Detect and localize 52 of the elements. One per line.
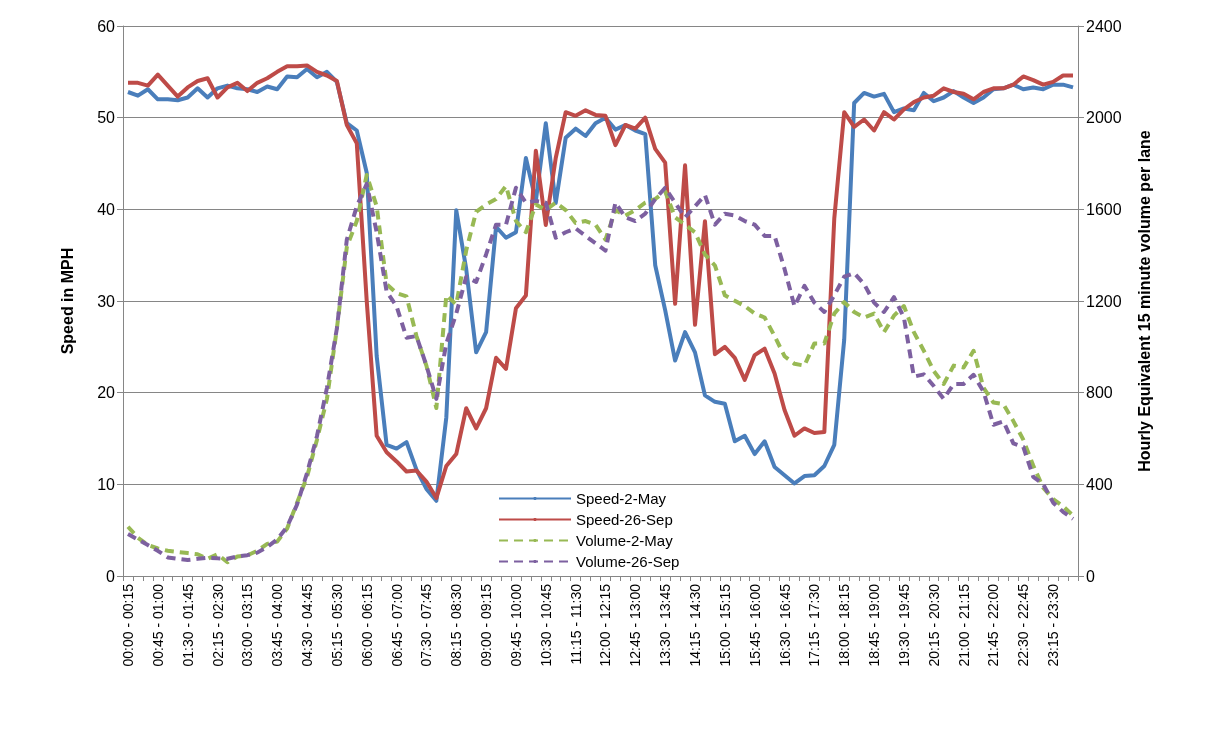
legend-label: Volume-26-Sep	[576, 553, 680, 570]
y2-tick-label: 400	[1086, 475, 1113, 493]
x-tick-label: 07:30 - 07:45	[418, 583, 435, 667]
legend-label: Speed-2-May	[576, 490, 667, 507]
x-tick-label: 14:15 - 14:30	[687, 583, 704, 667]
x-tick-label: 23:15 - 23:30	[1045, 583, 1062, 667]
y2-tick-label: 2000	[1086, 109, 1122, 127]
y-tick-label: 40	[97, 200, 116, 218]
y2-tick-label: 0	[1086, 567, 1095, 585]
x-tick-label: 15:00 - 15:15	[716, 583, 733, 667]
x-tick-label: 18:00 - 18:15	[836, 583, 853, 667]
x-tick-label: 09:45 - 10:00	[507, 583, 524, 667]
legend-label: Speed-26-Sep	[576, 511, 673, 528]
x-tick-label: 19:30 - 19:45	[895, 583, 912, 667]
x-tick-label: 21:00 - 21:15	[955, 583, 972, 667]
x-tick-label: 12:00 - 12:15	[597, 583, 614, 667]
x-tick-label: 06:00 - 06:15	[358, 583, 375, 667]
y-tick-label: 10	[97, 475, 116, 493]
x-tick-label: 00:45 - 01:00	[149, 583, 166, 667]
x-tick-label: 05:15 - 05:30	[328, 583, 345, 667]
y2-tick-label: 800	[1086, 384, 1113, 402]
x-tick-label: 11:15 - 11:30	[567, 583, 584, 665]
x-tick-label: 02:15 - 02:30	[209, 583, 226, 667]
x-tick-label: 09:00 - 09:15	[478, 583, 495, 667]
x-tick-label: 04:30 - 04:45	[299, 583, 316, 667]
x-tick-label: 10:30 - 10:45	[537, 583, 554, 667]
x-tick-label: 20:15 - 20:30	[925, 583, 942, 667]
x-tick-label: 22:30 - 22:45	[1015, 583, 1032, 667]
y-tick-label: 0	[106, 567, 116, 585]
x-tick-label: 12:45 - 13:00	[627, 583, 644, 667]
x-tick-label: 16:30 - 16:45	[776, 583, 793, 667]
x-tick-label: 13:30 - 13:45	[657, 583, 674, 667]
x-tick-label: 03:00 - 03:15	[239, 583, 256, 667]
y2-axis-title: Hourly Equivalent 15 minute volume per lane	[1135, 130, 1153, 472]
x-tick-label: 06:45 - 07:00	[388, 583, 405, 667]
y-axis-title: Speed in MPH	[58, 247, 76, 355]
y2-tick-label: 1200	[1086, 292, 1122, 310]
x-tick-label: 01:30 - 01:45	[179, 583, 196, 667]
y2-tick-label: 2400	[1086, 17, 1122, 35]
legend-label: Volume-2-May	[576, 532, 674, 549]
x-tick-label: 03:45 - 04:00	[269, 583, 286, 667]
y-tick-label: 30	[97, 292, 116, 310]
x-tick-label: 18:45 - 19:00	[866, 583, 883, 667]
x-tick-label: 17:15 - 17:30	[806, 583, 823, 667]
y2-tick-label: 1600	[1086, 200, 1122, 218]
y-tick-label: 20	[97, 384, 116, 402]
y-tick-label: 50	[97, 109, 116, 127]
y-tick-label: 60	[97, 17, 116, 35]
x-tick-label: 08:15 - 08:30	[448, 583, 465, 667]
x-tick-label: 15:45 - 16:00	[746, 583, 763, 667]
x-tick-label: 21:45 - 22:00	[985, 583, 1002, 667]
x-tick-label: 00:00 - 00:15	[119, 583, 136, 667]
